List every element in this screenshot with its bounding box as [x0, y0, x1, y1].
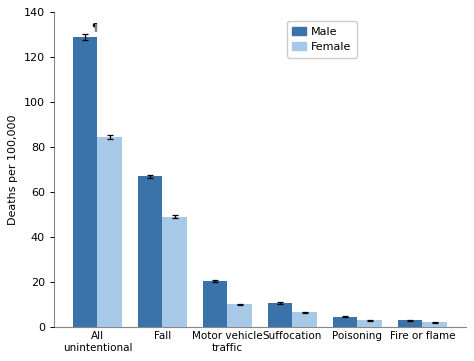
Text: ¶: ¶ [91, 22, 98, 32]
Bar [73, 37, 98, 327]
Bar [163, 217, 187, 327]
Bar [292, 312, 317, 327]
Bar [98, 137, 122, 327]
Bar [398, 320, 422, 327]
Bar [203, 281, 228, 327]
Bar [357, 320, 382, 327]
Bar [138, 177, 163, 327]
Bar [268, 303, 292, 327]
Bar [333, 317, 357, 327]
Legend: Male, Female: Male, Female [287, 21, 357, 58]
Y-axis label: Deaths per 100,000: Deaths per 100,000 [9, 114, 18, 225]
Bar [228, 304, 252, 327]
Bar [422, 322, 447, 327]
